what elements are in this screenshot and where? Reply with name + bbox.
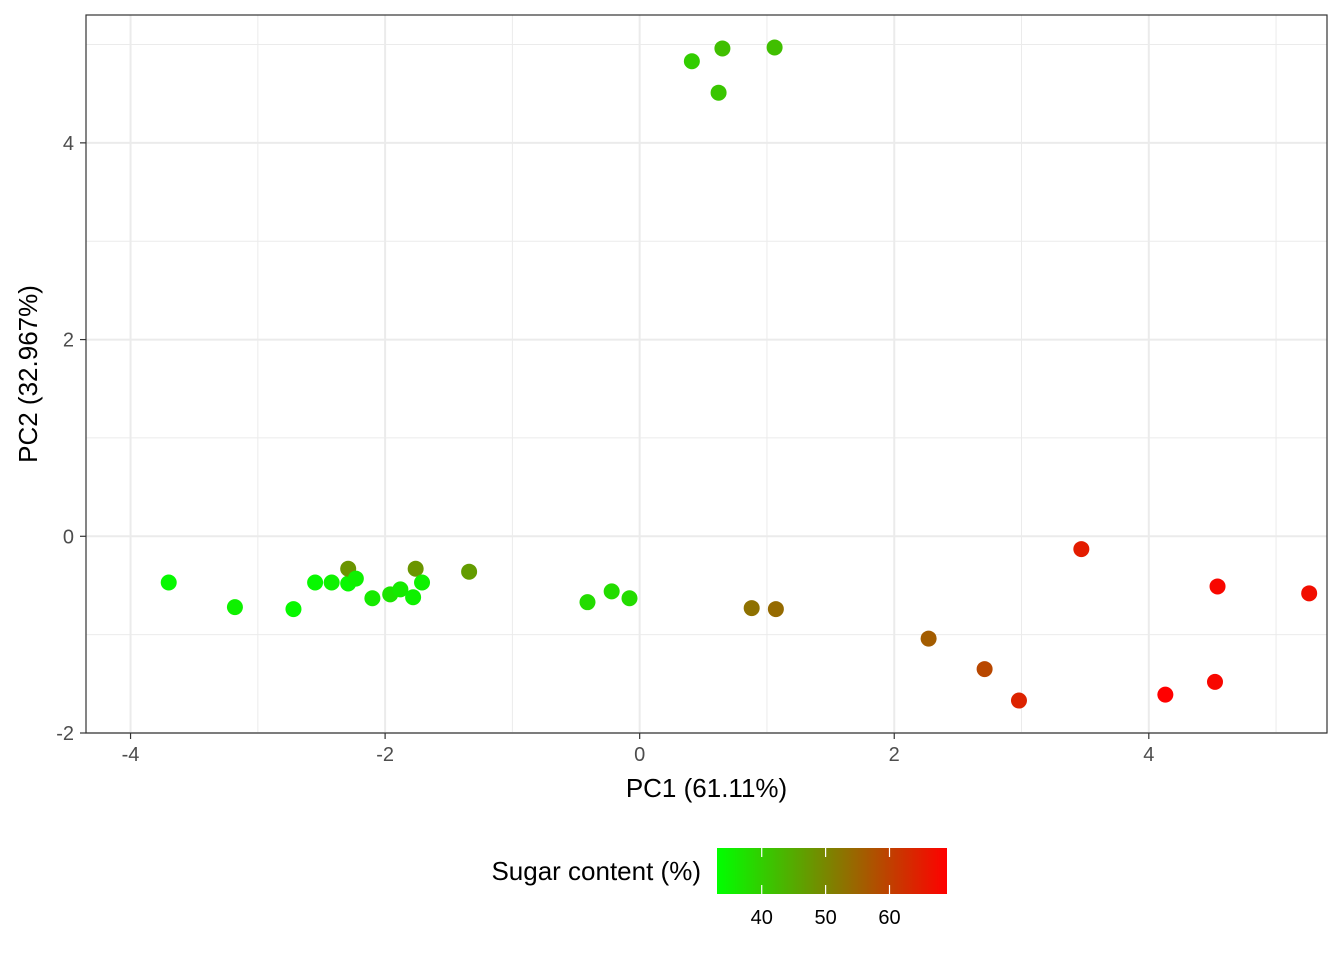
data-point [364, 590, 381, 607]
data-point [407, 560, 424, 577]
legend-tick-label: 50 [814, 907, 836, 929]
x-tick-label: 4 [1143, 744, 1154, 766]
x-tick-label: -2 [376, 744, 394, 766]
plot-panel-border [85, 14, 1328, 734]
data-point [920, 630, 937, 647]
legend-tick-label: 40 [751, 907, 773, 929]
x-axis: -4 -2 0 2 4 [122, 733, 1154, 766]
y-tick-label: -2 [56, 723, 74, 745]
data-point [285, 601, 302, 618]
data-point [710, 84, 727, 101]
data-point [976, 661, 993, 678]
data-points [160, 39, 1318, 709]
data-point [461, 563, 478, 580]
x-tick-label: -4 [122, 744, 140, 766]
data-point [1010, 692, 1027, 709]
data-point [743, 600, 760, 617]
data-point [766, 39, 783, 56]
y-tick-label: 4 [63, 133, 74, 155]
x-tick-label: 0 [634, 744, 645, 766]
data-point [347, 570, 364, 587]
data-point [1209, 578, 1226, 595]
data-point [392, 581, 409, 598]
y-axis-title: PC2 (32.967%) [13, 285, 43, 463]
data-point [767, 601, 784, 618]
legend-tick-label: 60 [878, 907, 900, 929]
data-point [621, 590, 638, 607]
data-point [307, 574, 324, 591]
data-point [160, 574, 177, 591]
legend-title: Sugar content (%) [491, 856, 701, 886]
data-point [603, 583, 620, 600]
y-tick-label: 2 [63, 330, 74, 352]
y-tick-label: 0 [63, 526, 74, 548]
data-point [405, 589, 422, 606]
y-axis: -2 0 2 4 [56, 133, 86, 745]
x-axis-title: PC1 (61.11%) [626, 773, 787, 803]
color-legend: Sugar content (%) 40 50 60 [491, 848, 947, 929]
data-point [683, 53, 700, 70]
data-point [1301, 585, 1318, 602]
data-point [323, 574, 340, 591]
data-point [1073, 541, 1090, 558]
data-point [579, 594, 596, 611]
x-tick-label: 2 [889, 744, 900, 766]
data-point [1206, 673, 1223, 690]
legend-colorbar [717, 848, 947, 894]
data-point [226, 599, 243, 616]
data-point [714, 40, 731, 57]
legend-ticks: 40 50 60 [751, 848, 901, 929]
data-point [1157, 686, 1174, 703]
data-point [414, 574, 431, 591]
